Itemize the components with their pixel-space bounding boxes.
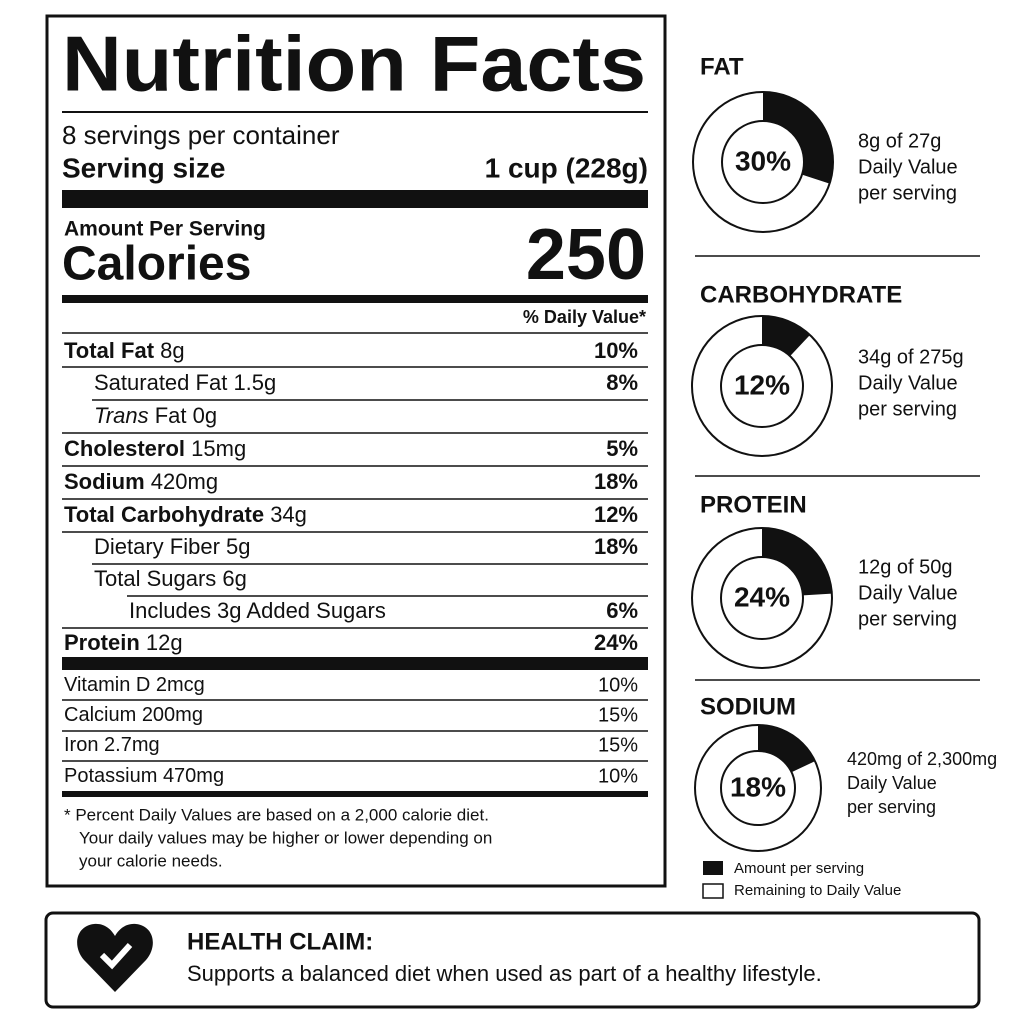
vitamin: Vitamin D 2mcg bbox=[64, 674, 205, 696]
donut-value: 24% bbox=[734, 581, 790, 612]
nutrient: Total Carbohydrate 34g bbox=[64, 502, 307, 527]
vitamin: Potassium 470mg bbox=[64, 765, 224, 787]
donut-detail: per serving bbox=[858, 608, 957, 630]
nutrient: Protein 12g bbox=[64, 630, 183, 655]
donut-detail: Daily Value bbox=[858, 156, 958, 178]
nutrient-dv: 10% bbox=[594, 338, 638, 363]
donut-inner bbox=[721, 120, 805, 204]
donut-title: CARBOHYDRATE bbox=[700, 281, 902, 308]
nutrient-dv: 8% bbox=[606, 370, 638, 395]
donut-detail: 420mg of 2,300mg bbox=[847, 749, 997, 769]
nutrient: Total Fat 8g bbox=[64, 338, 185, 363]
donut-detail: per serving bbox=[858, 182, 957, 204]
dv-header: % Daily Value* bbox=[523, 307, 646, 327]
donut-inner bbox=[720, 556, 804, 640]
vitamin-dv: 10% bbox=[598, 765, 638, 787]
rule bbox=[62, 190, 648, 208]
nutrient-dv: 18% bbox=[594, 534, 638, 559]
vitamin-dv: 10% bbox=[598, 674, 638, 696]
rule bbox=[62, 295, 648, 303]
nutrient-dv: 5% bbox=[606, 436, 638, 461]
donut-detail: 8g of 27g bbox=[858, 130, 941, 152]
footnote: * Percent Daily Values are based on a 2,… bbox=[64, 805, 489, 824]
rule bbox=[62, 791, 648, 797]
legend-label: Remaining to Daily Value bbox=[734, 882, 901, 899]
donut-wedge bbox=[762, 92, 834, 184]
donut-wedge bbox=[758, 725, 816, 773]
donut-value: 30% bbox=[735, 145, 791, 176]
donut-detail: Daily Value bbox=[858, 372, 958, 394]
footnote: your calorie needs. bbox=[79, 851, 223, 870]
servings: 8 servings per container bbox=[62, 120, 340, 150]
vitamin: Calcium 200mg bbox=[64, 704, 203, 726]
rule bbox=[62, 657, 648, 670]
vitamin-dv: 15% bbox=[598, 734, 638, 756]
row-rules bbox=[62, 366, 648, 629]
calories: 250 bbox=[526, 215, 646, 295]
nutrient-dv: 12% bbox=[594, 502, 638, 527]
label-border bbox=[45, 14, 667, 888]
nutrient-dv: 6% bbox=[606, 598, 638, 623]
nutrient: Trans Fat 0g bbox=[94, 403, 217, 428]
amount-per-serving: Amount Per Serving bbox=[64, 218, 266, 241]
donut-title: FAT bbox=[700, 53, 744, 80]
donut-title: SODIUM bbox=[700, 693, 796, 720]
nutrient-dv: 24% bbox=[594, 630, 638, 655]
calories-label: Calories bbox=[62, 238, 251, 291]
section-rules bbox=[695, 255, 980, 681]
nutrient: Saturated Fat 1.5g bbox=[94, 370, 276, 395]
vitamin-dv: 15% bbox=[598, 704, 638, 726]
legend-swatch bbox=[702, 883, 724, 899]
nutrient: Cholesterol 15mg bbox=[64, 436, 246, 461]
donut-detail: 12g of 50g bbox=[858, 556, 953, 578]
health-claim-text: Supports a balanced diet when used as pa… bbox=[187, 961, 822, 986]
footnote: Your daily values may be higher or lower… bbox=[79, 828, 492, 847]
donut-inner bbox=[720, 344, 804, 428]
health-claim-box bbox=[44, 911, 981, 1009]
label-title: Nutrition Facts bbox=[62, 20, 646, 108]
donut-detail: Daily Value bbox=[858, 582, 958, 604]
row-rules bbox=[62, 699, 648, 762]
donut-value: 18% bbox=[730, 771, 786, 802]
health-claim-title: HEALTH CLAIM: bbox=[187, 928, 373, 955]
donut-detail: per serving bbox=[847, 797, 936, 817]
nutrient-dv: 18% bbox=[594, 469, 638, 494]
donut-value: 12% bbox=[734, 369, 790, 400]
check-icon bbox=[99, 942, 133, 970]
vitamin: Iron 2.7mg bbox=[64, 734, 160, 756]
donut-detail: Daily Value bbox=[847, 773, 937, 793]
nutrient: Includes 3g Added Sugars bbox=[129, 598, 386, 623]
serving-size-label: Serving size bbox=[62, 152, 225, 183]
serving-size: 1 cup (228g) bbox=[485, 152, 648, 183]
donut-detail: 34g of 275g bbox=[858, 346, 964, 368]
nutrient: Total Sugars 6g bbox=[94, 566, 247, 591]
donut-title: PROTEIN bbox=[700, 491, 807, 518]
donut-wedge bbox=[762, 528, 832, 596]
legend-swatch bbox=[703, 861, 723, 875]
legend-label: Amount per serving bbox=[734, 860, 864, 877]
nutrient: Sodium 420mg bbox=[64, 469, 218, 494]
nutrient: Dietary Fiber 5g bbox=[94, 534, 251, 559]
donut-detail: per serving bbox=[858, 398, 957, 420]
donut-inner bbox=[720, 750, 796, 826]
